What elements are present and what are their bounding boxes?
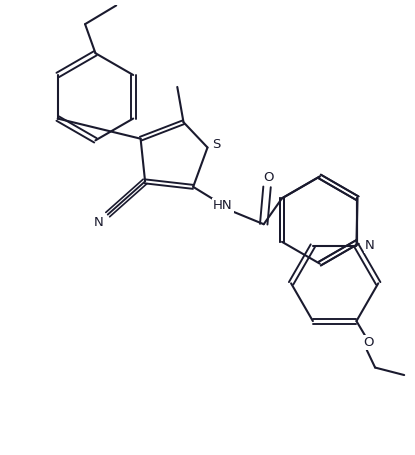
- Text: N: N: [365, 239, 375, 252]
- Text: S: S: [212, 138, 221, 151]
- Text: HN: HN: [213, 199, 233, 212]
- Text: O: O: [363, 336, 374, 349]
- Text: N: N: [94, 216, 103, 228]
- Text: O: O: [264, 171, 274, 184]
